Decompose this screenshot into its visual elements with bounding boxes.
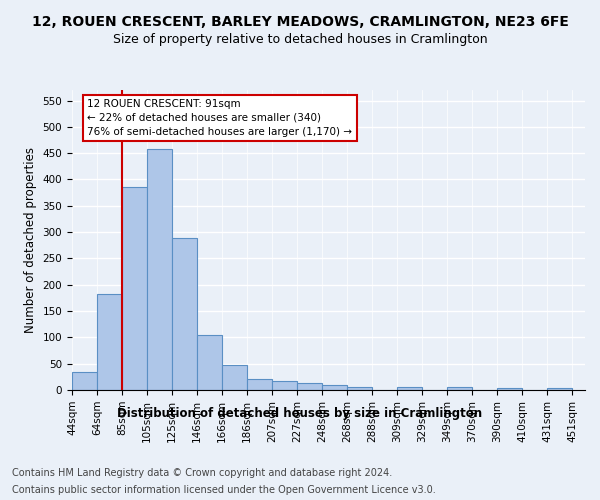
Bar xyxy=(297,383,322,390)
Bar xyxy=(97,294,122,390)
Bar xyxy=(322,386,347,390)
Bar xyxy=(497,388,523,390)
Y-axis label: Number of detached properties: Number of detached properties xyxy=(24,147,37,333)
Bar xyxy=(272,380,297,390)
Bar xyxy=(347,388,372,390)
Bar xyxy=(247,380,272,390)
Bar xyxy=(172,238,197,390)
Text: Contains HM Land Registry data © Crown copyright and database right 2024.: Contains HM Land Registry data © Crown c… xyxy=(12,468,392,477)
Bar xyxy=(147,149,172,390)
Text: Size of property relative to detached houses in Cramlington: Size of property relative to detached ho… xyxy=(113,32,487,46)
Bar xyxy=(448,388,472,390)
Text: 12, ROUEN CRESCENT, BARLEY MEADOWS, CRAMLINGTON, NE23 6FE: 12, ROUEN CRESCENT, BARLEY MEADOWS, CRAM… xyxy=(32,15,568,29)
Bar xyxy=(222,364,247,390)
Bar xyxy=(72,372,97,390)
Bar xyxy=(122,188,147,390)
Text: Contains public sector information licensed under the Open Government Licence v3: Contains public sector information licen… xyxy=(12,485,436,495)
Bar xyxy=(197,336,222,390)
Bar xyxy=(547,388,572,390)
Text: Distribution of detached houses by size in Cramlington: Distribution of detached houses by size … xyxy=(118,408,482,420)
Bar xyxy=(397,388,422,390)
Text: 12 ROUEN CRESCENT: 91sqm
← 22% of detached houses are smaller (340)
76% of semi-: 12 ROUEN CRESCENT: 91sqm ← 22% of detach… xyxy=(88,99,352,137)
